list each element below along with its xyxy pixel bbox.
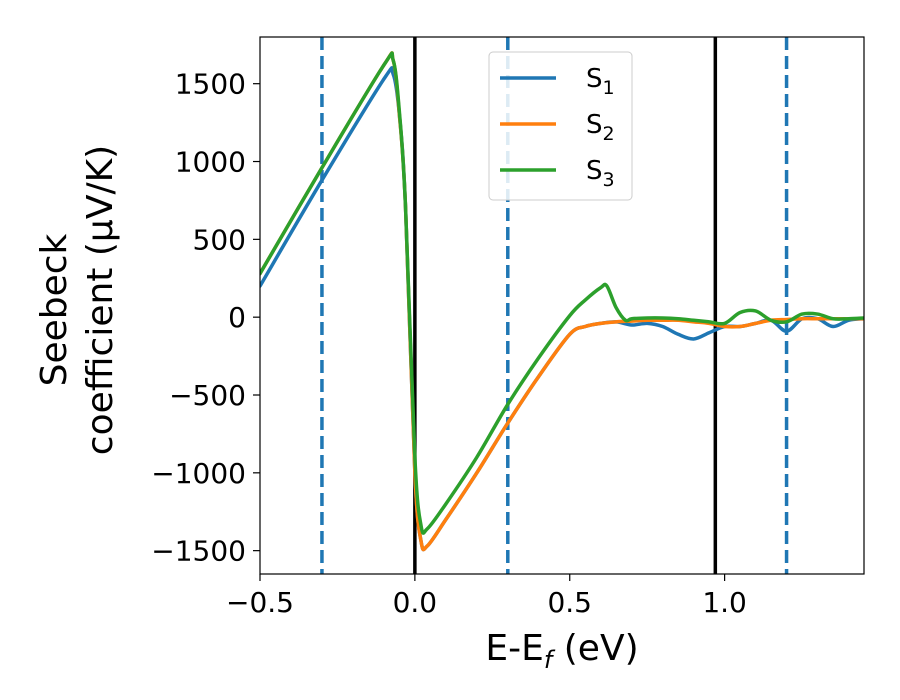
x-axis-label-unit: (eV) [552,628,638,669]
y-axis-label-line1: Seebeck [34,233,75,386]
axes-frame [259,36,865,575]
x-axis-label-main: E-E [485,628,543,669]
x-tick-label: 1.0 [702,586,747,619]
legend: S1 S2 S3 [488,51,633,201]
x-tick-label: 0.5 [547,586,592,619]
x-tick-label: 0.0 [393,586,438,619]
legend-box [488,51,633,201]
reference-lines [320,37,789,574]
legend-label-s3: S3 [586,156,615,191]
y-tick-label: −1500 [151,535,246,568]
y-axis-label-line2: coefficient (μV/K) [80,145,121,455]
y-axis-ticks: −1500 −1000 −500 0 500 1000 1500 [151,68,260,568]
x-tick-label: −0.5 [226,586,294,619]
y-tick-label: 1000 [175,146,246,179]
legend-label-s1: S1 [586,64,615,99]
x-axis-label: E-Ef (eV) [485,628,638,674]
y-tick-label: −500 [169,379,246,412]
y-tick-label: 500 [193,223,246,256]
legend-label-s2: S2 [586,110,615,145]
y-tick-label: 1500 [175,68,246,101]
y-tick-label: −1000 [151,457,246,490]
data-series [260,51,864,552]
series-line-s3 [260,51,864,535]
y-tick-label: 0 [228,301,246,334]
x-axis-ticks: −0.5 0.0 0.5 1.0 [226,574,747,619]
y-axis-label: Seebeck coefficient (μV/K) [34,145,121,455]
